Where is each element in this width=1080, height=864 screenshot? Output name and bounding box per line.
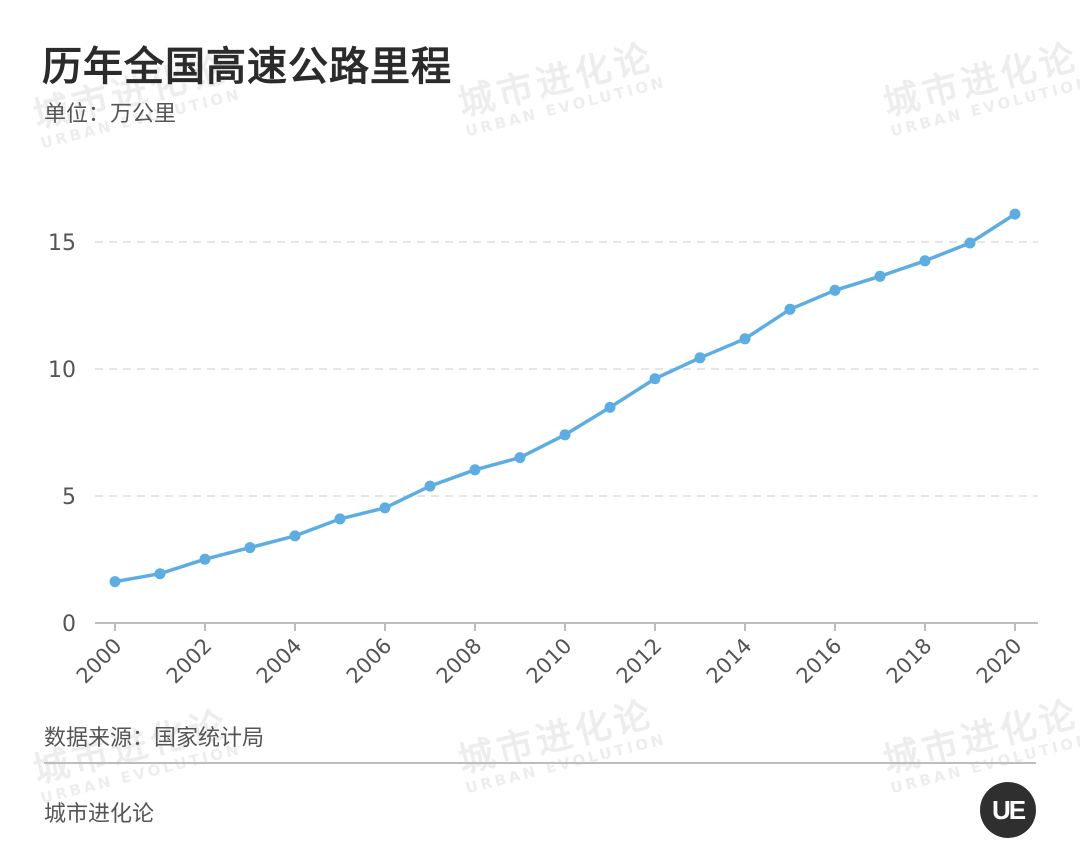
data-point-2002 (199, 553, 211, 565)
y-axis: 0 5 10 15 (48, 231, 76, 637)
data-point-2000 (109, 576, 121, 588)
y-tick-label: 10 (48, 358, 76, 383)
x-tick-label: 2008 (432, 634, 487, 689)
x-tick-label: 2020 (972, 634, 1027, 689)
x-axis: 2000 2002 2004 2006 2008 2010 2012 2014 2016 2018… (72, 622, 1038, 689)
x-tick-label: 2002 (162, 634, 217, 689)
data-point-2017 (874, 270, 886, 282)
x-tick-label: 2016 (792, 634, 847, 689)
y-tick-label: 5 (62, 485, 76, 510)
x-tick-label: 2014 (702, 634, 757, 689)
data-point-2009 (514, 452, 526, 464)
data-point-2014 (739, 333, 751, 345)
data-point-2015 (784, 303, 796, 315)
x-tick-label: 2004 (252, 634, 307, 689)
data-point-2008 (469, 464, 481, 476)
series-highway-mileage (109, 208, 1021, 588)
data-point-2019 (964, 237, 976, 249)
data-point-2005 (334, 513, 346, 525)
data-point-2001 (154, 568, 166, 580)
y-tick-label: 0 (62, 612, 76, 637)
data-point-2012 (649, 373, 661, 385)
data-point-2013 (694, 352, 706, 364)
grid-lines (95, 241, 1038, 497)
data-point-2010 (559, 429, 571, 441)
data-point-2011 (604, 401, 616, 413)
x-tick-label: 2018 (882, 634, 937, 689)
data-point-2016 (829, 284, 841, 296)
y-tick-label: 15 (48, 231, 76, 256)
unit-label: 单位：万公里 (44, 102, 177, 127)
x-tick-label: 2000 (72, 634, 127, 689)
series-line (113, 212, 1017, 584)
data-point-2007 (424, 480, 436, 492)
source-note: 数据来源：国家统计局 (44, 726, 265, 751)
x-tick-label: 2010 (522, 634, 577, 689)
footer-divider (44, 762, 1036, 764)
chart-title: 历年全国高速公路里程 (42, 44, 452, 90)
x-tick-label: 2012 (612, 634, 667, 689)
brand-logo: UE (980, 782, 1036, 838)
data-point-2006 (379, 502, 391, 514)
data-point-2020 (1009, 208, 1021, 220)
x-tick-label: 2006 (342, 634, 397, 689)
brand-name: 城市进化论 (44, 802, 155, 827)
data-point-2018 (919, 255, 931, 267)
data-point-2003 (244, 542, 256, 554)
data-point-2004 (289, 530, 301, 542)
